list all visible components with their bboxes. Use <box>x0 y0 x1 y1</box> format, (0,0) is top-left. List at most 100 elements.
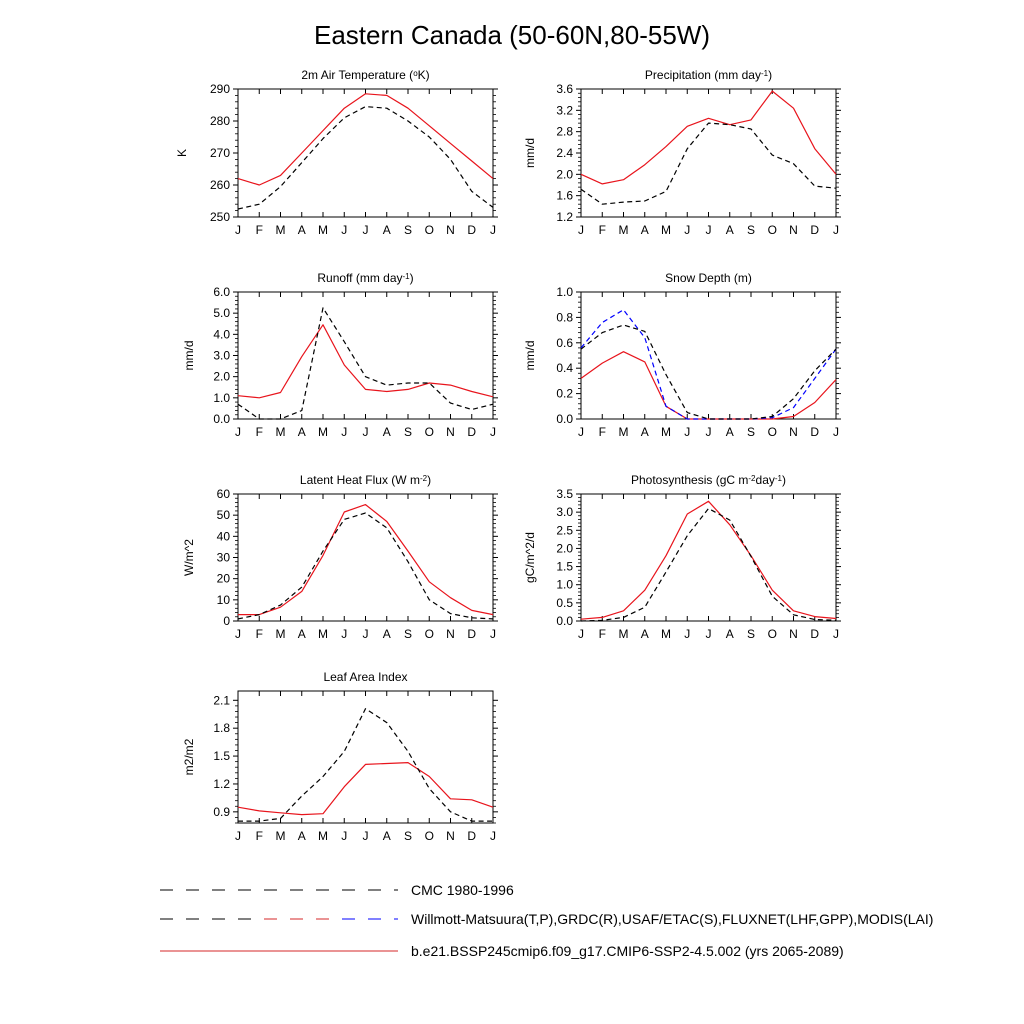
y-axis-label: mm/d <box>523 138 537 168</box>
panel-6: J F M A M J J A S O N D J0.00.51.01.52.02.53.03.5Pho… <box>523 473 841 641</box>
x-tick-label: S <box>747 627 755 641</box>
x-tick-label: A <box>726 627 734 641</box>
x-tick-label: A <box>298 627 306 641</box>
series-line-black-dashed <box>580 122 837 205</box>
x-tick-label: J <box>363 627 369 641</box>
x-tick-label: A <box>383 425 391 439</box>
y-tick-label: 40 <box>217 529 231 543</box>
x-tick-label: A <box>298 425 306 439</box>
series-line-red-solid <box>237 761 494 816</box>
title-text: ) <box>768 68 772 82</box>
panel-3: J F M A M J J A S O N D J0.01.02.03.04.05.06.0Runoff… <box>182 271 498 439</box>
y-tick-label: 2.4 <box>556 146 573 160</box>
y-tick-label: 260 <box>210 178 230 192</box>
x-tick-label: M <box>276 223 286 237</box>
series-line-red-solid <box>238 504 494 616</box>
legend-label: b.e21.BSSP245cmip6.f09_g17.CMIP6-SSP2-4.… <box>411 943 844 959</box>
x-tick-label: M <box>661 627 671 641</box>
panel-title: Photosynthesis (gC m-2day-1) <box>631 473 786 487</box>
x-tick-label: F <box>256 223 263 237</box>
x-tick-label: S <box>404 829 412 843</box>
y-tick-label: 5.0 <box>213 306 230 320</box>
x-tick-label: S <box>747 425 755 439</box>
title-text: Latent Heat Flux (W m <box>300 473 420 487</box>
y-tick-label: 0.8 <box>556 310 573 324</box>
title-superscript: o <box>413 69 418 78</box>
x-tick-label: M <box>318 425 328 439</box>
y-tick-label: 0 <box>223 614 230 628</box>
y-tick-label: 1.2 <box>556 210 573 224</box>
x-tick-label: F <box>599 425 606 439</box>
y-tick-label: 3.2 <box>556 103 573 117</box>
title-text: 2m Air Temperature ( <box>301 68 413 82</box>
series-line-red-solid <box>580 500 837 620</box>
panel-2: J F M A M J J A S O N D J1.21.62.02.42.83.23.6Precip… <box>523 68 841 237</box>
x-tick-label: S <box>404 223 412 237</box>
y-tick-label: 3.0 <box>556 505 573 519</box>
title-superscript: -1 <box>775 474 783 483</box>
x-tick-label: D <box>467 223 476 237</box>
y-tick-label: 3.0 <box>213 349 230 363</box>
x-tick-label: M <box>276 425 286 439</box>
x-tick-label: J <box>490 223 496 237</box>
x-tick-label: F <box>256 627 263 641</box>
x-tick-label: J <box>578 425 584 439</box>
y-tick-label: 0.2 <box>556 387 573 401</box>
x-tick-label: M <box>661 223 671 237</box>
x-tick-label: D <box>810 627 819 641</box>
x-tick-label: A <box>641 223 649 237</box>
x-tick-label: A <box>383 223 391 237</box>
panel-title: Snow Depth (m) <box>665 271 752 285</box>
y-tick-label: 0.0 <box>556 412 573 426</box>
x-tick-label: S <box>747 223 755 237</box>
y-tick-label: 290 <box>210 82 230 96</box>
x-tick-label: S <box>404 627 412 641</box>
y-tick-label: 3.5 <box>556 487 573 501</box>
x-tick-label: J <box>684 627 690 641</box>
x-tick-label: J <box>578 223 584 237</box>
x-tick-label: N <box>446 223 455 237</box>
x-tick-label: J <box>341 829 347 843</box>
plot-frame <box>237 291 494 420</box>
x-tick-label: O <box>425 425 434 439</box>
x-tick-label: J <box>363 425 369 439</box>
legend-item-3: b.e21.BSSP245cmip6.f09_g17.CMIP6-SSP2-4.… <box>160 943 844 959</box>
x-tick-label: A <box>726 425 734 439</box>
y-axis-label: K <box>175 149 189 157</box>
x-tick-label: J <box>706 223 712 237</box>
y-tick-label: 250 <box>210 210 230 224</box>
y-tick-label: 1.0 <box>556 578 573 592</box>
series-line-red-solid <box>580 90 837 185</box>
panel-title: Latent Heat Flux (W m-2) <box>300 473 431 487</box>
y-tick-label: 60 <box>217 487 231 501</box>
series-line-blue-dashed <box>580 309 837 420</box>
y-tick-label: 0.4 <box>556 361 573 375</box>
plot-frame <box>580 88 837 218</box>
y-tick-label: 2.0 <box>556 167 573 181</box>
x-tick-label: J <box>706 627 712 641</box>
title-superscript: -2 <box>420 474 428 483</box>
x-tick-label: M <box>318 223 328 237</box>
x-tick-label: J <box>490 425 496 439</box>
y-tick-label: 0.0 <box>213 412 230 426</box>
y-tick-label: 2.0 <box>556 541 573 555</box>
y-tick-label: 1.5 <box>213 749 230 763</box>
y-tick-label: 20 <box>217 572 231 586</box>
y-tick-label: 1.2 <box>213 777 230 791</box>
x-tick-label: J <box>578 627 584 641</box>
y-axis-label: mm/d <box>523 341 537 371</box>
panel-title: 2m Air Temperature (oK) <box>301 68 429 82</box>
series-line-black-dashed <box>580 324 837 420</box>
y-tick-label: 1.0 <box>213 391 230 405</box>
y-tick-label: 1.0 <box>556 285 573 299</box>
x-tick-label: J <box>490 627 496 641</box>
legend-label: CMC 1980-1996 <box>411 882 514 898</box>
figure-title: Eastern Canada (50-60N,80-55W) <box>314 20 710 50</box>
x-tick-label: N <box>789 425 798 439</box>
title-text: ) <box>782 473 786 487</box>
